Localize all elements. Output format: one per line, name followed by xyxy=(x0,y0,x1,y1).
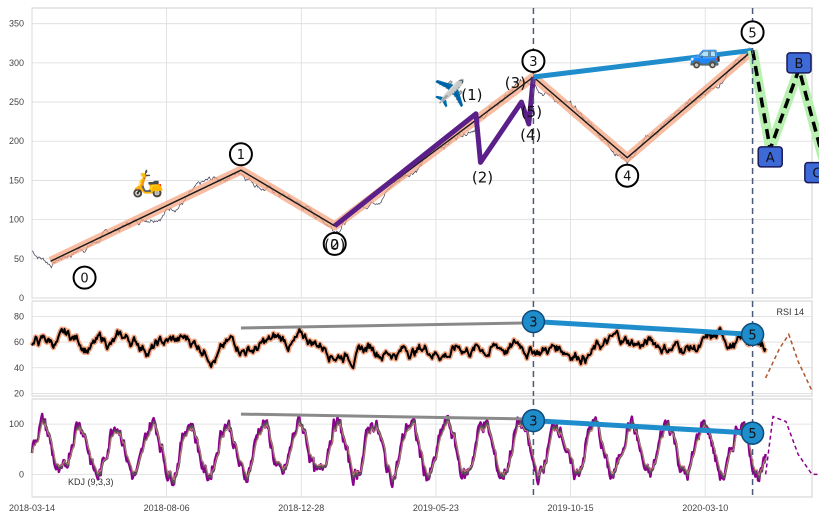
secondary-wave-label: (4) xyxy=(520,126,541,144)
secondary-wave-label: (5) xyxy=(521,103,542,121)
y-tick-label: 0 xyxy=(19,293,24,303)
secondary-wave-label: (2) xyxy=(472,168,493,186)
kdj-marker-circle xyxy=(740,421,765,445)
emoji-icon: 🚙 xyxy=(689,40,721,70)
price-panel-frame xyxy=(31,7,813,299)
secondary-wave-label: (0) xyxy=(324,236,345,254)
rsi-marker-circle xyxy=(740,322,765,347)
x-tick-label: 2018-03-14 xyxy=(9,503,55,513)
secondary-wave-label: (3) xyxy=(505,74,526,92)
wave-label-circle xyxy=(322,231,347,256)
secondary-wave-line xyxy=(333,76,536,228)
wave-label: 1 xyxy=(237,148,245,163)
y-tick-label: 100 xyxy=(9,419,24,429)
y-tick-label: 100 xyxy=(9,215,24,225)
x-tick-label: 2018-08-06 xyxy=(144,503,190,513)
rsi-marker-label: 3 xyxy=(529,316,537,331)
rsi-marker-circle xyxy=(521,309,546,334)
wave-label-circle xyxy=(521,48,546,73)
y-tick-label: 300 xyxy=(9,58,24,68)
corrective-label: C xyxy=(812,167,819,182)
corrective-label-box xyxy=(786,52,812,74)
kdj-projection xyxy=(764,415,819,476)
y-tick-label: 20 xyxy=(14,388,24,398)
y-tick-label: 0 xyxy=(19,469,24,479)
wave-label: 4 xyxy=(623,170,631,185)
rsi-panel: 20 40 60 80 3 5 RSI 14 xyxy=(14,300,813,398)
rsi-line xyxy=(31,326,767,370)
corrective-label: A xyxy=(766,151,775,166)
rsi-marker-label: 5 xyxy=(748,328,756,343)
wave-label: 5 xyxy=(748,26,756,41)
y-tick-label: 60 xyxy=(14,337,24,347)
rsi-label: RSI 14 xyxy=(776,307,804,317)
x-tick-label: 2018-12-28 xyxy=(278,503,324,513)
primary-wave-line xyxy=(50,49,754,262)
corrective-label-box xyxy=(804,161,819,184)
wave-label: 3 xyxy=(529,55,537,70)
rsi-divergence-line xyxy=(533,319,753,337)
x-tick-label: 2019-05-23 xyxy=(413,503,459,513)
y-tick-label: 50 xyxy=(14,254,24,264)
y-tick-label: 250 xyxy=(9,97,24,107)
x-tick-label: 2020-03-10 xyxy=(682,503,728,513)
wave3-wave5-trend-line xyxy=(533,47,753,80)
y-tick-label: 350 xyxy=(9,19,24,29)
wave-label-circle xyxy=(228,142,253,167)
kdj-j-line xyxy=(30,412,767,489)
rsi-projection xyxy=(764,332,813,392)
kdj-marker-circle xyxy=(521,408,546,433)
kdj-marker-label: 5 xyxy=(748,427,756,442)
wave-label-circle xyxy=(615,163,640,188)
x-axis: 2018-03-14 2018-08-06 2018-12-28 2019-05-23… xyxy=(9,503,728,513)
corrective-wave-line xyxy=(750,49,819,156)
kdj-panel: 0 100 3 5 KDJ (9,3,3) xyxy=(9,398,819,498)
price-panel: 0 50 100 150 200 250 300 350 0 1 2 3 4 5 (0) (1) (2) (3) (… xyxy=(9,7,819,303)
wave-label-circle xyxy=(740,20,765,45)
kdj-label: KDJ (9,3,3) xyxy=(68,477,114,487)
wave-label: 2 xyxy=(331,238,339,253)
secondary-wave-label: (1) xyxy=(461,86,482,104)
kdj-divergence-line xyxy=(533,418,753,436)
wave-label-circle xyxy=(72,265,97,290)
emoji-icon: ✈️ xyxy=(434,77,466,109)
kdj-grey-trend xyxy=(240,412,534,421)
y-tick-label: 80 xyxy=(14,311,24,321)
kdj-d-line xyxy=(31,420,767,481)
x-tick-label: 2019-10-15 xyxy=(548,503,594,513)
emoji-icon: 🛵 xyxy=(132,169,164,199)
corrective-label-box xyxy=(757,146,783,168)
y-tick-label: 200 xyxy=(9,136,24,146)
y-tick-label: 150 xyxy=(9,175,24,185)
corrective-label: B xyxy=(795,57,804,72)
kdj-marker-label: 3 xyxy=(529,415,537,430)
y-tick-label: 40 xyxy=(14,363,24,373)
rsi-grey-trend xyxy=(240,321,534,330)
wave-label: 0 xyxy=(80,272,88,287)
